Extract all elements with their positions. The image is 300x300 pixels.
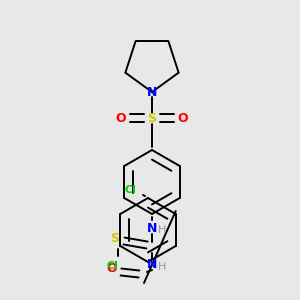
Text: O: O bbox=[116, 112, 126, 124]
Text: Cl: Cl bbox=[124, 185, 136, 195]
Text: O: O bbox=[178, 112, 188, 124]
Text: N: N bbox=[147, 85, 157, 98]
Text: N: N bbox=[147, 221, 157, 235]
Text: H: H bbox=[158, 262, 166, 272]
Text: S: S bbox=[148, 112, 157, 124]
Text: Cl: Cl bbox=[106, 261, 118, 271]
Text: O: O bbox=[107, 262, 117, 275]
Text: N: N bbox=[147, 259, 157, 272]
Text: H: H bbox=[158, 225, 166, 235]
Text: S: S bbox=[110, 232, 119, 244]
